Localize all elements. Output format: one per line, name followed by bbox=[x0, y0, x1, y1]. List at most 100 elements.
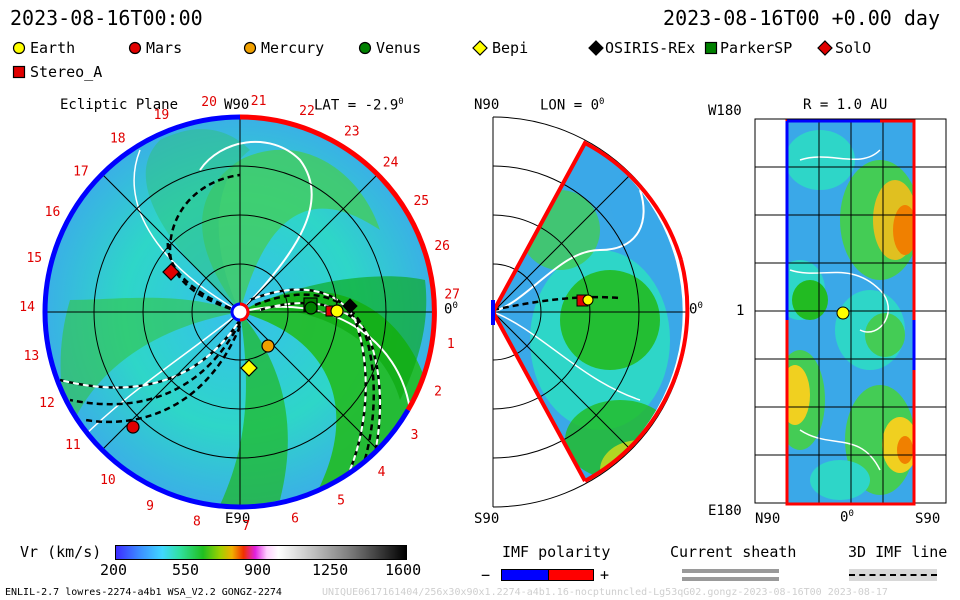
carrington-tick-label: 22 bbox=[299, 104, 315, 119]
circle-marker-icon bbox=[128, 41, 142, 55]
footer-left: ENLIL-2.7 lowres-2274-a4b1 WSA_V2.2 GONG… bbox=[5, 587, 282, 598]
imf-line-dash bbox=[849, 574, 937, 576]
carrington-tick-label: 24 bbox=[383, 155, 399, 170]
timestamp-left: 2023-08-16T00:00 bbox=[10, 6, 203, 30]
carrington-tick-label: 10 bbox=[100, 473, 116, 488]
footer-right: UNIQUE0617161404/256x30x90x1.2274-a4b1.1… bbox=[322, 587, 888, 598]
legend-label: Stereo_A bbox=[30, 63, 103, 81]
carrington-tick-label: 13 bbox=[24, 349, 40, 364]
zero-degree: 0 bbox=[848, 509, 854, 519]
imf-polarity-positive-swatch bbox=[548, 569, 594, 581]
imf-polarity-title: IMF polarity bbox=[502, 543, 611, 561]
circle-marker-icon bbox=[358, 41, 372, 55]
carrington-tick-label: 23 bbox=[344, 125, 360, 140]
legend-label: Mars bbox=[146, 39, 183, 57]
diamond-marker-icon bbox=[472, 40, 488, 56]
legend-item-mercury: Mercury bbox=[243, 39, 324, 57]
carrington-tick-label: 7 bbox=[242, 519, 250, 534]
meridional-n-label: N90 bbox=[474, 97, 500, 113]
carrington-tick-label: 14 bbox=[19, 300, 35, 315]
map-zero-label: 00 bbox=[840, 509, 854, 526]
earth-marker bbox=[330, 304, 344, 318]
zero-degree: 0 bbox=[452, 301, 458, 311]
legend-label: OSIRIS-REx bbox=[605, 39, 696, 57]
zero-text: 0 bbox=[444, 301, 453, 318]
lon-text: LON = 0 bbox=[540, 97, 600, 114]
colorbar-tick-900: 900 bbox=[244, 561, 272, 579]
legend-item-stereo-a: Stereo_A bbox=[12, 63, 102, 81]
ecliptic-e90-label: E90 bbox=[225, 511, 251, 527]
colorbar-tick-550: 550 bbox=[172, 561, 200, 579]
legend-item-bepi: Bepi bbox=[472, 39, 528, 57]
carrington-tick-label: 19 bbox=[154, 108, 170, 123]
ecliptic-title: Ecliptic Plane bbox=[60, 97, 179, 113]
carrington-tick-label: 3 bbox=[411, 428, 419, 443]
map-e180-label: E180 bbox=[708, 503, 742, 519]
imf-polarity-plus: + bbox=[600, 566, 610, 584]
map-n90-label: N90 bbox=[755, 511, 781, 527]
carrington-tick-label: 16 bbox=[45, 205, 61, 220]
colorbar-tick-200: 200 bbox=[100, 561, 128, 579]
legend-label: Bepi bbox=[492, 39, 529, 57]
legend-item-venus: Venus bbox=[358, 39, 421, 57]
zero-text: 0 bbox=[840, 509, 849, 526]
meridional-s-label: S90 bbox=[474, 511, 500, 527]
carrington-tick-label: 27 bbox=[444, 287, 460, 302]
carrington-tick-label: 5 bbox=[337, 494, 345, 509]
current-sheath-title: Current sheath bbox=[670, 543, 797, 561]
circle-marker-icon bbox=[243, 41, 257, 55]
solo-marker bbox=[162, 263, 180, 281]
carrington-tick-label: 15 bbox=[26, 251, 42, 266]
ecliptic-lat-label: LAT = -2.90 bbox=[314, 97, 404, 114]
carrington-tick-label: 4 bbox=[378, 465, 386, 480]
carrington-tick-label: 20 bbox=[201, 95, 217, 110]
venus-marker bbox=[304, 301, 318, 315]
current-sheath-line-top bbox=[682, 569, 779, 573]
meridional-lon-label: LON = 00 bbox=[540, 97, 604, 114]
colorbar-title: Vr (km/s) bbox=[20, 543, 102, 561]
earth-marker bbox=[582, 294, 594, 306]
zero-degree: 0 bbox=[697, 301, 703, 311]
lat-text: LAT = -2.9 bbox=[314, 97, 399, 114]
carrington-tick-label: 26 bbox=[434, 239, 450, 254]
carrington-tick-label: 12 bbox=[39, 396, 55, 411]
carrington-tick-label: 11 bbox=[65, 438, 81, 453]
carrington-tick-label: 8 bbox=[193, 515, 201, 530]
carrington-tick-label: 6 bbox=[291, 512, 299, 527]
earth-marker bbox=[836, 306, 850, 320]
square-marker-icon bbox=[12, 65, 26, 79]
diamond-marker-icon bbox=[588, 40, 604, 56]
map-r-label: R = 1.0 AU bbox=[803, 97, 888, 113]
circle-marker-icon bbox=[12, 41, 26, 55]
ecliptic-zero-label: 00 bbox=[444, 301, 458, 318]
map-one-label: 1 bbox=[736, 303, 745, 319]
legend-label: Earth bbox=[30, 39, 76, 57]
bepi-marker bbox=[240, 359, 258, 377]
colorbar-tick-1600: 1600 bbox=[385, 561, 422, 579]
osiris-rex-marker bbox=[342, 298, 358, 314]
carrington-tick-label: 9 bbox=[146, 499, 154, 514]
legend-label: Mercury bbox=[261, 39, 325, 57]
carrington-tick-label: 17 bbox=[73, 164, 89, 179]
legend-item-earth: Earth bbox=[12, 39, 75, 57]
legend-item-solo: SolO bbox=[817, 39, 871, 57]
diamond-marker-icon bbox=[817, 40, 833, 56]
imf-polarity-negative-swatch bbox=[501, 569, 549, 581]
imf-polarity-minus: − bbox=[481, 566, 491, 584]
legend-item-parkersp: ParkerSP bbox=[704, 39, 792, 57]
velocity-colorbar bbox=[115, 545, 407, 560]
carrington-tick-label: 25 bbox=[413, 194, 429, 209]
imf-line-title: 3D IMF line bbox=[848, 543, 948, 561]
carrington-tick-label: 18 bbox=[110, 132, 126, 147]
legend-label: SolO bbox=[835, 39, 872, 57]
legend-label: Venus bbox=[376, 39, 422, 57]
zero-text: 0 bbox=[689, 301, 698, 318]
meridional-zero-label: 00 bbox=[689, 301, 703, 318]
lon-degree: 0 bbox=[599, 97, 605, 107]
current-sheath-line-bottom bbox=[682, 577, 779, 581]
legend-item-mars: Mars bbox=[128, 39, 182, 57]
mars-marker bbox=[126, 420, 140, 434]
mercury-marker bbox=[261, 339, 275, 353]
